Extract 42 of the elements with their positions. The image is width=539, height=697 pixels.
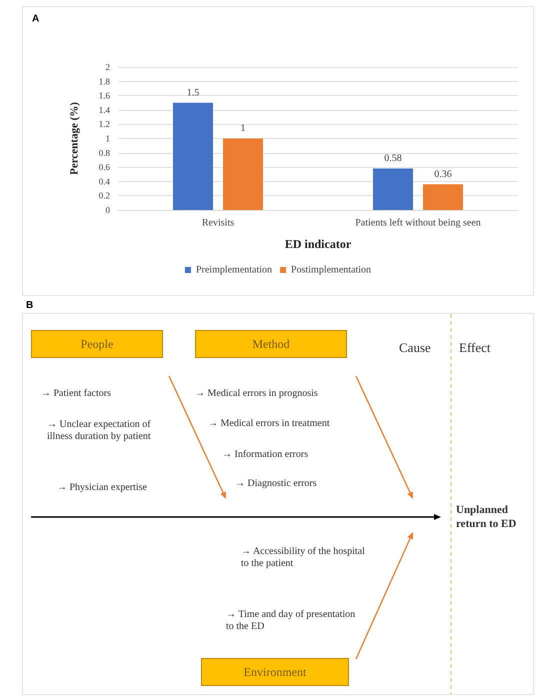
y-tick-label: 2 [106,62,110,72]
text: B [26,300,34,311]
text: → Information errors [222,449,310,461]
y-tick-label: 1.2 [98,119,110,130]
y-tick-label: 1 [106,134,110,144]
y-tick-label: 1.6 [98,90,110,101]
text: → Physician expertise [57,482,148,494]
bar [373,168,413,210]
text: Unplanned return to ED [456,503,518,531]
text: → Patient factors [41,388,112,400]
data-label: 0.36 [434,168,452,180]
y-tick-label: 1.4 [98,104,110,115]
text: → Accessibility of the hospital to the patient [241,546,366,570]
text: → Time and day of presentation to the ED [226,609,356,633]
text: Environment [201,658,349,686]
legend-label: Postimplementation [291,264,372,276]
x-axis-title: ED indicator [284,237,352,251]
text: → Medical errors in prognosis [195,388,319,400]
y-tick-label: 0.8 [98,148,110,158]
text: People [31,330,163,358]
bar [223,138,263,210]
text: Effect [459,340,492,355]
text: Method [195,330,347,358]
y-tick-label: 0.6 [98,162,110,172]
x-tick-label: Patients left without being seen [355,218,481,228]
bar [173,102,213,210]
bar [423,184,463,210]
y-tick-label: 0.2 [98,190,110,201]
data-label: 0.58 [384,153,402,164]
y-axis-title: Percentage (%) [68,102,80,175]
y-tick-label: 0.4 [98,176,110,186]
text: → Medical errors in treatment [208,418,331,430]
text: → Diagnostic errors [235,478,318,490]
data-label: 1.5 [186,87,200,98]
y-tick-label: 1.8 [98,76,110,86]
text: Cause [399,340,432,355]
text: A [32,14,40,24]
y-tick-label: 0 [106,205,110,215]
legend-label: Preimplementation [196,264,272,276]
x-tick-label: Revisits [202,218,234,228]
text: → Unclear expectation of illness duration by patient [47,419,152,443]
data-label: 1 [240,123,246,134]
